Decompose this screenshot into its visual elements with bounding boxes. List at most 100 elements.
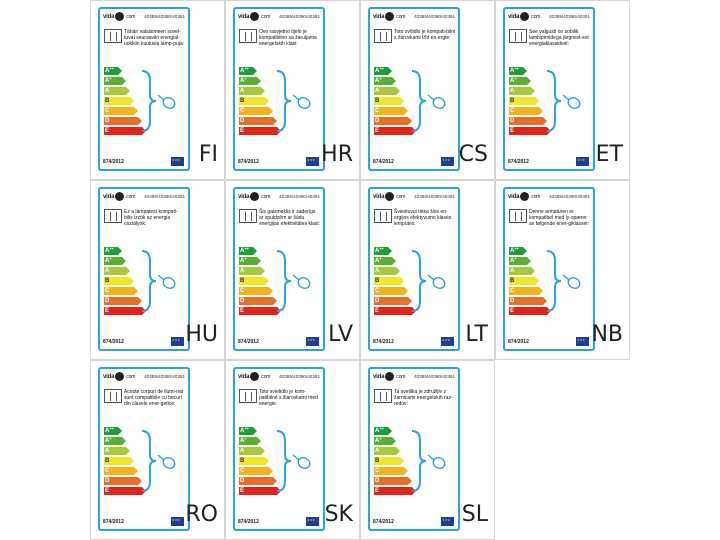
energy-class-letter: E: [375, 308, 380, 314]
energy-class-bar: D: [104, 477, 142, 485]
energy-label: vida .com 40389/40390/40391 Denne armaturen…: [503, 187, 595, 351]
energy-class-plus: ++: [244, 66, 250, 71]
energy-class-letter: D: [240, 118, 245, 124]
regulation-number: 874/2012: [373, 519, 394, 525]
energy-class-letter: E: [375, 128, 380, 134]
energy-scale: A++ A+ A B C D E: [509, 67, 551, 137]
compatibility-brace-icon: [546, 70, 562, 132]
energy-class-plus: ++: [109, 426, 115, 431]
label-cell-sk: vida .com 40389/40390/40391 Toto svietidlo …: [225, 360, 360, 540]
energy-class-bar: E: [239, 307, 281, 315]
energy-class-bar: A: [509, 87, 535, 95]
energy-class-bar: A+: [239, 437, 261, 445]
energy-class-bar: A++: [104, 426, 122, 435]
label-description: Toto svietidlo je kom-patibilné s žiarov…: [259, 389, 318, 407]
label-description: Ovo rasvjetno tijelo je kompatibilno sa …: [259, 29, 317, 47]
energy-class-letter: D: [375, 298, 380, 304]
label-cell-hr: vida .com 40389/40390/40391 Ovo rasvjetno t…: [225, 0, 360, 180]
energy-class-letter: D: [105, 118, 110, 124]
brand-xl-badge: [385, 192, 395, 201]
energy-class-letter: A: [375, 248, 380, 254]
brand-domain: .com: [125, 194, 136, 201]
energy-class-bar: B: [509, 97, 539, 105]
energy-scale: A++ A+ A B C D E: [104, 67, 146, 137]
regulation-number: 874/2012: [103, 339, 124, 345]
product-codes: 40389/40390/40391: [549, 194, 590, 199]
energy-class-bar: E: [104, 127, 146, 135]
product-codes: 40389/40390/40391: [144, 194, 185, 199]
energy-class-letter: C: [510, 108, 515, 114]
light-bulb-icon: [157, 274, 176, 289]
energy-class-bar: B: [104, 457, 134, 465]
brand-domain: .com: [530, 14, 541, 21]
label-cell-sl: vida .com 40389/40390/40391 Ta svetilka je …: [360, 360, 495, 540]
energy-class-bar: D: [374, 477, 412, 485]
regulation-number: 874/2012: [373, 159, 394, 165]
energy-class-bar: B: [104, 277, 134, 285]
energy-class-letter: A: [375, 448, 380, 454]
lamp-socket-icon: [374, 209, 392, 223]
energy-class-letter: A: [240, 78, 245, 84]
energy-class-letter: E: [105, 488, 110, 494]
energy-class-letter: C: [375, 288, 380, 294]
energy-class-letter: E: [105, 128, 110, 134]
energy-class-letter: A: [510, 78, 515, 84]
language-code: NB: [591, 322, 623, 347]
energy-scale: A++ A+ A B C D E: [104, 247, 146, 317]
energy-class-plus: +: [109, 76, 112, 81]
compatibility-brace-icon: [411, 430, 427, 492]
lamp-socket-icon: [374, 29, 392, 43]
compatibility-brace-icon: [141, 430, 157, 492]
energy-class-letter: A: [510, 248, 515, 254]
energy-class-bar: B: [374, 97, 404, 105]
brand-xl-badge: [520, 12, 530, 21]
energy-class-plus: ++: [379, 426, 385, 431]
energy-class-letter: D: [510, 298, 515, 304]
regulation-number: 874/2012: [373, 339, 394, 345]
energy-label: vida .com 40389/40390/40391 Ta svetilka je …: [368, 367, 460, 531]
eu-flag-icon: [306, 337, 319, 346]
energy-class-letter: D: [105, 298, 110, 304]
energy-class-bar: A: [104, 267, 130, 275]
energy-class-plus: ++: [244, 246, 250, 251]
energy-class-letter: B: [105, 278, 110, 284]
brand-name: vida: [373, 374, 385, 381]
energy-class-bar: A++: [104, 247, 122, 255]
label-description: Denne armaturen er kompatibel med ly-spæ…: [529, 209, 590, 227]
product-codes: 40389/40390/40391: [279, 194, 320, 199]
energy-scale: A++ A+ A B C D E: [239, 66, 281, 137]
energy-class-bar: B: [239, 277, 269, 285]
energy-class-letter: A: [375, 438, 380, 444]
lamp-socket-icon: [239, 29, 257, 43]
regulation-number: 874/2012: [508, 339, 529, 345]
energy-class-bar: A++: [239, 246, 257, 255]
energy-class-letter: A: [105, 68, 110, 74]
energy-class-bar: C: [509, 107, 543, 115]
lamp-socket-icon: [239, 209, 257, 223]
energy-class-letter: A: [240, 268, 245, 274]
label-description: Aceste corpuri de ilumi-nat sunt compati…: [124, 389, 184, 407]
energy-class-plus: +: [244, 76, 247, 81]
energy-class-bar: A: [239, 447, 265, 455]
label-cell-lv: vida .com 40389/40390/40391 Šis gaismeklis …: [225, 180, 360, 360]
energy-class-bar: A+: [509, 77, 531, 85]
energy-label: vida .com 40389/40390/40391 Ovo rasvjetno t…: [233, 7, 325, 171]
brand-xl-badge: [385, 12, 395, 21]
brand-domain: .com: [260, 374, 271, 381]
energy-scale: A++ A+ A B C D E: [374, 67, 416, 137]
lamp-socket-icon: [374, 389, 392, 403]
energy-class-letter: B: [510, 98, 515, 104]
energy-class-letter: A: [105, 258, 110, 264]
language-code: SL: [461, 502, 488, 527]
energy-class-letter: A: [105, 438, 110, 444]
label-cell-lt: vida .com 40389/40390/40391 Šviestuvui tink…: [360, 180, 495, 360]
energy-class-bar: C: [374, 107, 408, 115]
energy-class-bar: B: [239, 97, 269, 105]
language-code: FI: [198, 142, 218, 167]
energy-class-letter: B: [240, 458, 245, 464]
energy-class-letter: C: [105, 108, 110, 114]
energy-class-letter: B: [105, 458, 110, 464]
lamp-socket-icon: [509, 29, 527, 43]
lamp-socket-icon: [239, 389, 257, 403]
brand-name: vida: [508, 194, 520, 201]
